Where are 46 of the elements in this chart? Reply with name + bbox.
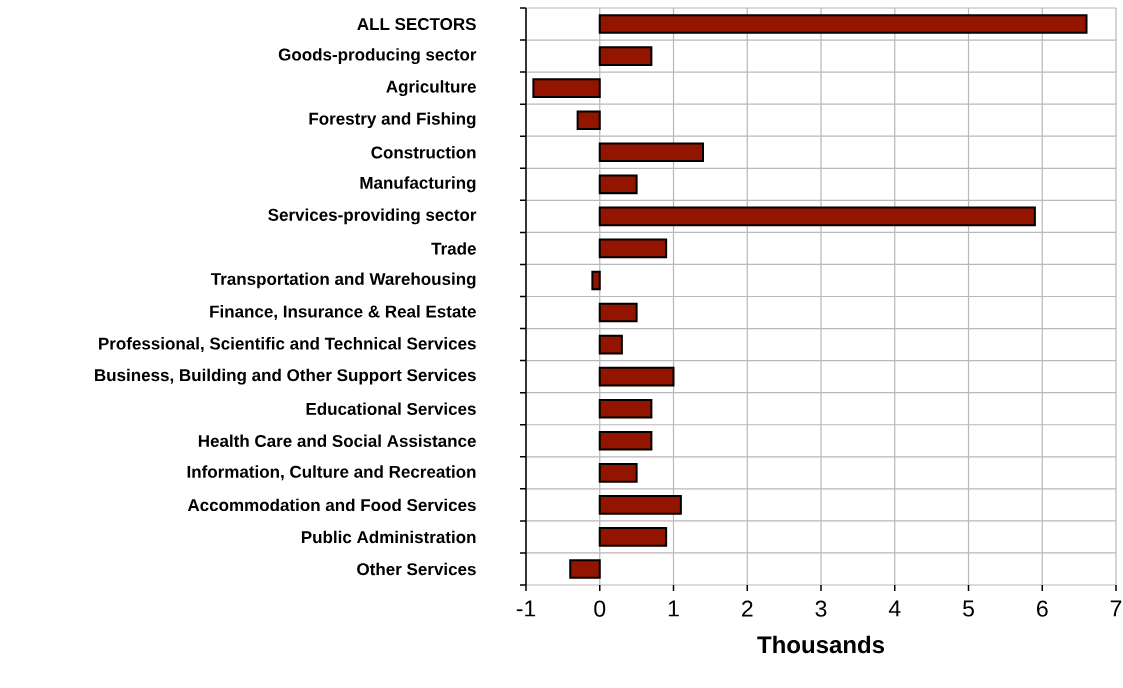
x-tick-label: 2 bbox=[742, 600, 753, 617]
bar bbox=[598, 366, 675, 387]
bar bbox=[598, 238, 668, 259]
bar bbox=[598, 174, 638, 195]
x-tick-label: 3 bbox=[815, 600, 827, 617]
y-tick-label: Professional, Scientific and Technical Services bbox=[99, 337, 476, 353]
x-tick-label: 1 bbox=[668, 600, 679, 617]
y-tick-label: Agriculture bbox=[386, 80, 476, 97]
bar bbox=[598, 142, 704, 163]
bar bbox=[598, 334, 623, 355]
bar bbox=[598, 527, 668, 547]
x-tick-label: 7 bbox=[1110, 600, 1122, 617]
bar bbox=[532, 78, 601, 98]
y-tick-label: Services-providing sector bbox=[268, 208, 477, 225]
bar bbox=[598, 206, 1036, 227]
x-tick-label: 5 bbox=[963, 600, 974, 617]
y-tick-label: Public Administration bbox=[301, 530, 476, 544]
bar bbox=[598, 430, 653, 451]
bar bbox=[598, 302, 638, 323]
y-tick-label: ALL SECTORS bbox=[357, 18, 476, 31]
y-tick-label: Educational Services bbox=[306, 402, 476, 415]
y-tick-label: Finance, Insurance & Real Estate bbox=[210, 305, 476, 320]
y-tick-label: Construction bbox=[371, 146, 476, 159]
y-tick-label: Transportation and Warehousing bbox=[210, 272, 476, 289]
y-tick-label: Manufacturing bbox=[360, 176, 476, 193]
y-tick-label: Forestry and Fishing bbox=[309, 112, 476, 129]
bar bbox=[598, 46, 653, 66]
bar bbox=[598, 398, 653, 419]
x-tick-label: 0 bbox=[594, 600, 606, 617]
x-tick-label: 6 bbox=[1037, 600, 1048, 617]
x-axis-title: Thousands bbox=[757, 635, 885, 654]
y-tick-label: Trade bbox=[431, 242, 476, 255]
bar bbox=[591, 270, 601, 291]
y-tick-label: Accommodation and Food Services bbox=[187, 498, 476, 512]
y-tick-label: Business, Building and Other Support Services bbox=[95, 368, 476, 385]
bar bbox=[576, 110, 601, 131]
bar bbox=[598, 495, 682, 515]
x-tick-label: 4 bbox=[888, 600, 901, 617]
y-tick-label: Goods-producing sector bbox=[278, 48, 477, 65]
bar bbox=[598, 14, 1088, 34]
bar bbox=[569, 559, 601, 579]
y-tick-label: Information, Culture and Recreation bbox=[187, 465, 476, 481]
y-tick-label: Health Care and Social Assistance bbox=[198, 434, 476, 447]
bar bbox=[598, 463, 638, 483]
y-tick-label: Other Services bbox=[357, 562, 476, 576]
x-tick-label: -1 bbox=[516, 600, 536, 617]
